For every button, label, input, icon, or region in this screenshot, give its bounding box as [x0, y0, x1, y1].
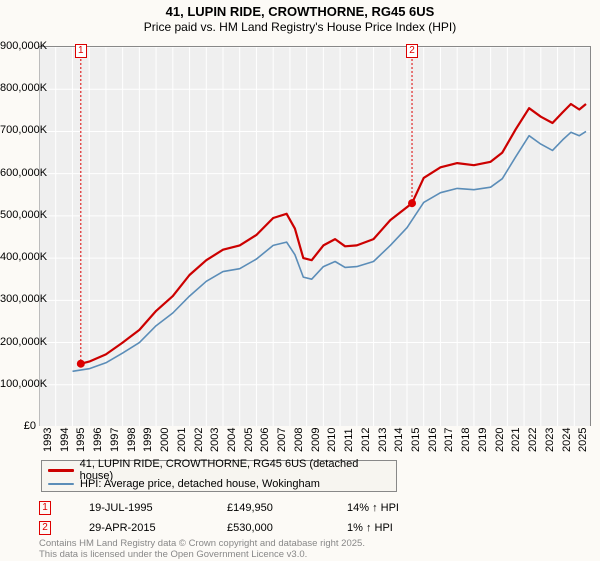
y-tick-label: 900,000K	[0, 40, 36, 52]
legend-swatch	[48, 483, 74, 485]
x-tick-label: 2002	[193, 428, 205, 452]
chart-markers-svg	[39, 47, 590, 426]
x-tick-label: 2001	[176, 428, 188, 452]
chart-container: 41, LUPIN RIDE, CROWTHORNE, RG45 6US Pri…	[0, 0, 600, 560]
transaction-date: 19-JUL-1995	[89, 502, 227, 514]
table-row: 2 29-APR-2015 £530,000 1% ↑ HPI	[39, 518, 437, 538]
y-tick-label: 700,000K	[0, 124, 36, 136]
x-tick-label: 2016	[427, 428, 439, 452]
x-tick-label: 2007	[276, 428, 288, 452]
title-main: 41, LUPIN RIDE, CROWTHORNE, RG45 6US	[0, 4, 600, 19]
x-tick-label: 2024	[561, 428, 573, 452]
transaction-marker-icon: 1	[39, 501, 51, 515]
footer-attribution: Contains HM Land Registry data © Crown c…	[39, 538, 365, 561]
x-tick-label: 2000	[159, 428, 171, 452]
x-tick-label: 2005	[243, 428, 255, 452]
y-tick-label: 100,000K	[0, 378, 36, 390]
transaction-date: 29-APR-2015	[89, 522, 227, 534]
legend-box: 41, LUPIN RIDE, CROWTHORNE, RG45 6US (de…	[41, 460, 397, 492]
y-tick-label: 200,000K	[0, 336, 36, 348]
y-tick-label: 500,000K	[0, 209, 36, 221]
x-tick-label: 1993	[42, 428, 54, 452]
y-tick-label: £0	[0, 420, 36, 432]
x-tick-label: 2017	[443, 428, 455, 452]
x-tick-label: 2014	[393, 428, 405, 452]
chart-marker-label: 2	[406, 44, 418, 58]
x-tick-label: 1999	[142, 428, 154, 452]
transaction-hpi: 14% ↑ HPI	[347, 502, 437, 514]
legend-row: 41, LUPIN RIDE, CROWTHORNE, RG45 6US (de…	[48, 463, 390, 477]
chart-marker-label: 1	[75, 44, 87, 58]
transactions-table: 1 19-JUL-1995 £149,950 14% ↑ HPI 2 29-AP…	[39, 498, 437, 538]
x-tick-label: 2003	[209, 428, 221, 452]
x-tick-label: 2010	[326, 428, 338, 452]
y-tick-label: 400,000K	[0, 251, 36, 263]
x-tick-label: 2004	[226, 428, 238, 452]
table-row: 1 19-JUL-1995 £149,950 14% ↑ HPI	[39, 498, 437, 518]
x-tick-label: 2009	[310, 428, 322, 452]
x-tick-label: 2020	[494, 428, 506, 452]
x-tick-label: 2018	[460, 428, 472, 452]
x-tick-label: 2019	[477, 428, 489, 452]
y-tick-label: 600,000K	[0, 167, 36, 179]
x-tick-label: 2022	[527, 428, 539, 452]
title-sub: Price paid vs. HM Land Registry's House …	[0, 20, 600, 34]
legend-swatch	[48, 469, 74, 472]
y-tick-label: 800,000K	[0, 82, 36, 94]
x-tick-label: 2013	[377, 428, 389, 452]
x-tick-label: 1994	[59, 428, 71, 452]
title-block: 41, LUPIN RIDE, CROWTHORNE, RG45 6US Pri…	[0, 0, 600, 34]
legend-label: HPI: Average price, detached house, Woki…	[80, 478, 320, 490]
transaction-hpi: 1% ↑ HPI	[347, 522, 437, 534]
x-tick-label: 2015	[410, 428, 422, 452]
x-tick-label: 1995	[75, 428, 87, 452]
x-tick-label: 1998	[126, 428, 138, 452]
transaction-marker-icon: 2	[39, 521, 51, 535]
x-tick-label: 2023	[544, 428, 556, 452]
x-tick-label: 2006	[259, 428, 271, 452]
x-tick-label: 2021	[510, 428, 522, 452]
x-tick-label: 2012	[360, 428, 372, 452]
chart-plot-area	[39, 46, 591, 426]
transaction-price: £149,950	[227, 502, 347, 514]
x-tick-label: 2008	[293, 428, 305, 452]
transaction-price: £530,000	[227, 522, 347, 534]
x-tick-label: 2025	[577, 428, 589, 452]
x-tick-label: 2011	[343, 428, 355, 452]
footer-line: This data is licensed under the Open Gov…	[39, 549, 365, 560]
x-tick-label: 1996	[92, 428, 104, 452]
x-tick-label: 1997	[109, 428, 121, 452]
y-tick-label: 300,000K	[0, 293, 36, 305]
footer-line: Contains HM Land Registry data © Crown c…	[39, 538, 365, 549]
